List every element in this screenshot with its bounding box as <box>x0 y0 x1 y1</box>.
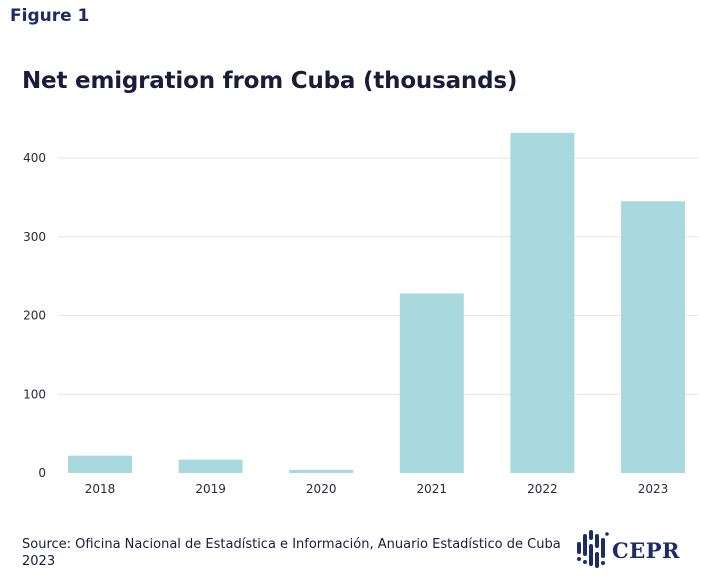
bar-2022 <box>510 132 575 474</box>
x-tick-label-2018: 2018 <box>85 482 116 496</box>
cepr-dots-logo-icon <box>577 530 609 568</box>
bar-2023 <box>621 201 685 473</box>
y-tick-label: 0 <box>38 466 46 480</box>
gridlines <box>58 157 698 395</box>
y-tick-label: 400 <box>23 151 46 165</box>
bar-2019 <box>178 459 243 473</box>
bars <box>68 132 685 474</box>
source-note: Source: Oficina Nacional de Estadística … <box>22 537 561 569</box>
cepr-logo-text: CEPR <box>612 538 680 563</box>
x-tick-label-2022: 2022 <box>527 482 558 496</box>
x-tick-label-2019: 2019 <box>195 482 226 496</box>
x-tick-label-2023: 2023 <box>638 482 669 496</box>
x-axis-ticks: 2018 2019 2020 2021 2022 2023 <box>85 482 669 496</box>
chart-title: Net emigration from Cuba (thousands) <box>22 68 518 94</box>
cepr-logo: CEPR <box>576 528 694 572</box>
figure-label: Figure 1 <box>10 6 90 26</box>
bar-2021 <box>399 293 464 473</box>
y-tick-label: 100 <box>23 387 46 401</box>
y-tick-label: 300 <box>23 230 46 244</box>
bar-2018 <box>68 455 132 473</box>
x-tick-label-2020: 2020 <box>306 482 337 496</box>
x-tick-label-2021: 2021 <box>417 482 448 496</box>
bar-2020 <box>289 469 354 473</box>
bar-chart: 0 100 200 300 400 2018 2019 2020 2021 2022 2023 <box>23 132 698 496</box>
y-axis-ticks: 0 100 200 300 400 <box>23 151 46 480</box>
y-tick-label: 200 <box>23 309 46 323</box>
